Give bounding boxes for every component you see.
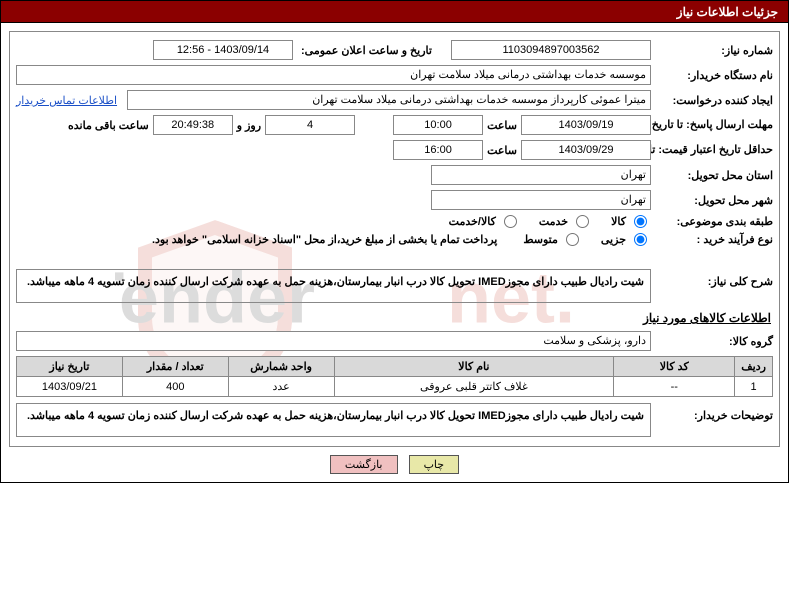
- print-button[interactable]: چاپ: [409, 455, 460, 474]
- col-unit: واحد شمارش: [228, 357, 334, 377]
- deadline-date: 1403/09/19: [521, 115, 651, 135]
- province-value: تهران: [431, 165, 651, 185]
- validity-time: 16:00: [393, 140, 483, 160]
- category-radio-goods-service[interactable]: [504, 215, 517, 228]
- buyer-notes-value: شیت رادیال طبیب دارای مجوزIMED تحویل کال…: [16, 403, 651, 437]
- col-qty: تعداد / مقدار: [122, 357, 228, 377]
- deadline-days-label: روز و: [237, 119, 261, 132]
- need-number-label: شماره نیاز:: [655, 44, 773, 57]
- validity-label: حداقل تاریخ اعتبار قیمت: تا تاریخ:: [655, 145, 773, 156]
- overall-desc-value: شیت رادیال طبیب دارای مجوزIMED تحویل کال…: [16, 269, 651, 303]
- purchase-opt-partial: جزیی: [601, 233, 626, 246]
- purchase-opt-medium: متوسط: [523, 233, 558, 246]
- buyer-org-label: نام دستگاه خریدار:: [655, 69, 773, 82]
- validity-date: 1403/09/29: [521, 140, 651, 160]
- category-radio-service[interactable]: [576, 215, 589, 228]
- items-table: ردیف کد کالا نام کالا واحد شمارش تعداد /…: [16, 356, 773, 397]
- panel-title: جزئیات اطلاعات نیاز: [677, 5, 778, 19]
- announce-dt-label: تاریخ و ساعت اعلان عمومی:: [297, 44, 447, 57]
- goods-group-label: گروه کالا:: [655, 335, 773, 348]
- col-date: تاریخ نیاز: [17, 357, 123, 377]
- main-panel: شماره نیاز: 1103094897003562 تاریخ و ساع…: [0, 22, 789, 483]
- category-opt-goods-service: کالا/خدمت: [449, 215, 496, 228]
- category-opt-service: خدمت: [539, 215, 568, 228]
- validity-time-label: ساعت: [487, 144, 517, 157]
- category-label: طبقه بندی موضوعی:: [655, 215, 773, 228]
- cell-code: --: [614, 377, 735, 397]
- deadline-time: 10:00: [393, 115, 483, 135]
- overall-desc-label: شرح کلی نیاز:: [655, 269, 773, 288]
- deadline-days: 4: [265, 115, 355, 135]
- purchase-radio-partial[interactable]: [634, 233, 647, 246]
- col-name: نام کالا: [334, 357, 614, 377]
- buyer-notes-label: توضیحات خریدار:: [655, 403, 773, 422]
- city-value: تهران: [431, 190, 651, 210]
- cell-date: 1403/09/21: [17, 377, 123, 397]
- cell-row: 1: [735, 377, 773, 397]
- deadline-remaining-label: ساعت باقی مانده: [68, 119, 149, 132]
- category-radio-goods[interactable]: [634, 215, 647, 228]
- category-opt-goods: کالا: [611, 215, 626, 228]
- cell-name: غلاف کاتتر قلبی عروقی: [334, 377, 614, 397]
- deadline-label: مهلت ارسال پاسخ: تا تاریخ:: [655, 120, 773, 131]
- city-label: شهر محل تحویل:: [655, 194, 773, 207]
- deadline-countdown: 20:49:38: [153, 115, 233, 135]
- announce-dt-value: 1403/09/14 - 12:56: [153, 40, 293, 60]
- buyer-org-value: موسسه خدمات بهداشتی درمانی میلاد سلامت ت…: [16, 65, 651, 85]
- goods-group-value: دارو، پزشکی و سلامت: [16, 331, 651, 351]
- purchase-type-label: نوع فرآیند خرید :: [655, 233, 773, 246]
- need-number-value: 1103094897003562: [451, 40, 651, 60]
- cell-unit: عدد: [228, 377, 334, 397]
- buyer-contact-link[interactable]: اطلاعات تماس خریدار: [16, 94, 117, 107]
- items-section-title: اطلاعات کالاهای مورد نیاز: [18, 311, 771, 325]
- cell-qty: 400: [122, 377, 228, 397]
- table-row: 1 -- غلاف کاتتر قلبی عروقی عدد 400 1403/…: [17, 377, 773, 397]
- purchase-radio-medium[interactable]: [566, 233, 579, 246]
- province-label: استان محل تحویل:: [655, 169, 773, 182]
- panel-header: جزئیات اطلاعات نیاز: [0, 0, 789, 22]
- button-row: چاپ بازگشت: [9, 455, 780, 474]
- deadline-time-label: ساعت: [487, 119, 517, 132]
- form-area: شماره نیاز: 1103094897003562 تاریخ و ساع…: [9, 31, 780, 447]
- purchase-note: پرداخت تمام یا بخشی از مبلغ خرید،از محل …: [152, 233, 497, 246]
- back-button[interactable]: بازگشت: [330, 455, 398, 474]
- requester-value: میترا عموئی کارپرداز موسسه خدمات بهداشتی…: [127, 90, 651, 110]
- col-row: ردیف: [735, 357, 773, 377]
- col-code: کد کالا: [614, 357, 735, 377]
- requester-label: ایجاد کننده درخواست:: [655, 94, 773, 107]
